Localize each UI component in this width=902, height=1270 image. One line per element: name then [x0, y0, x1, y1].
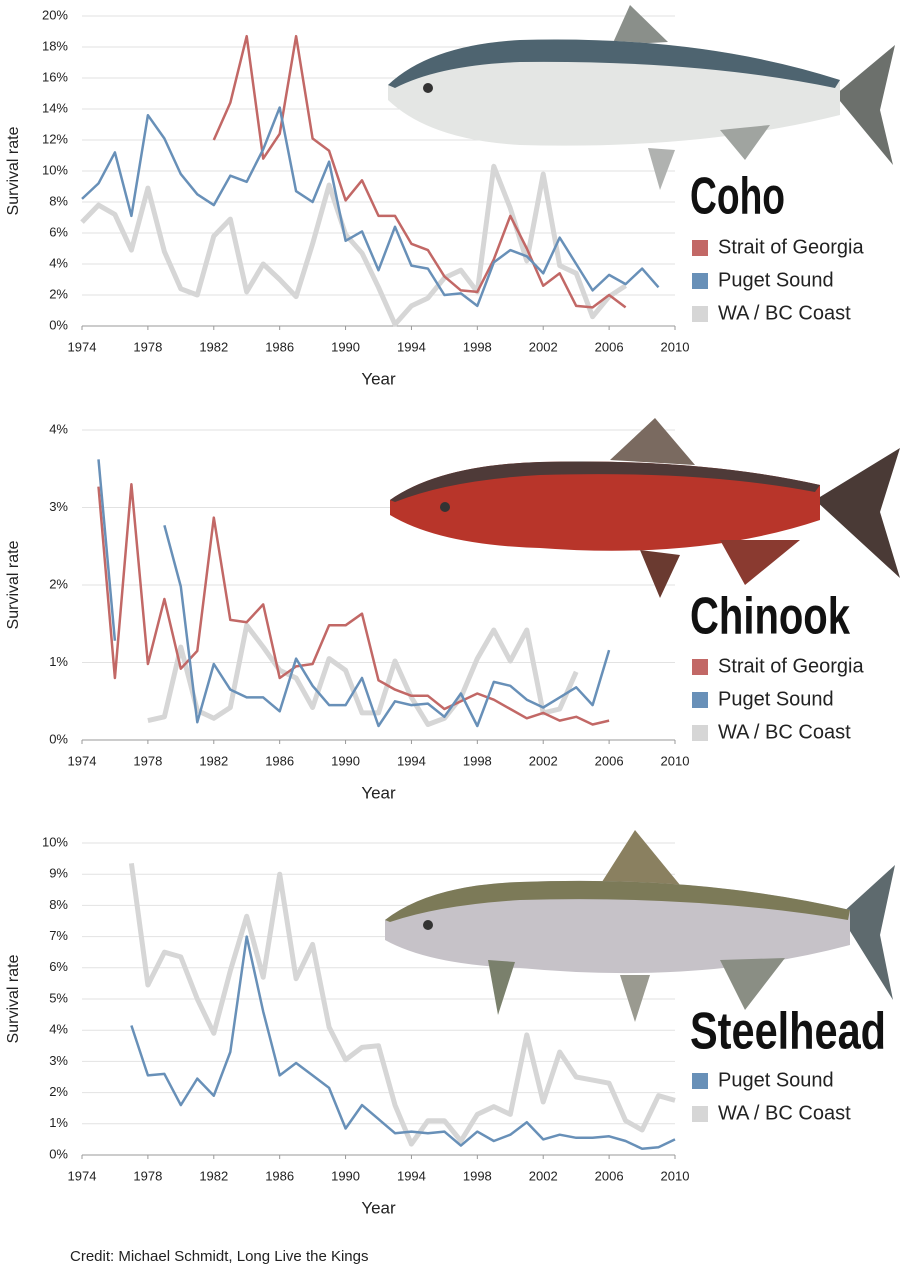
x-tick-label: 1990 — [331, 753, 360, 768]
x-tick-label: 1974 — [68, 1168, 97, 1183]
x-tick-label: 1986 — [265, 1168, 294, 1183]
x-tick-label: 2010 — [661, 339, 690, 354]
legend-swatch — [692, 240, 708, 256]
legend-swatch — [692, 1073, 708, 1089]
legend-swatch — [692, 1106, 708, 1122]
y-tick-label: 4% — [49, 421, 68, 436]
x-tick-label: 2010 — [661, 753, 690, 768]
x-tick-label: 1974 — [68, 753, 97, 768]
legend-label: WA / BC Coast — [718, 721, 851, 743]
y-tick-label: 2% — [49, 576, 68, 591]
series-line — [80, 163, 627, 327]
y-axis-label: Survival rate — [5, 126, 22, 215]
legend-label: WA / BC Coast — [718, 302, 851, 324]
y-tick-label: 12% — [42, 131, 68, 146]
y-tick-label: 3% — [49, 1053, 68, 1068]
y-tick-label: 1% — [49, 1115, 68, 1130]
steelhead-fish — [385, 830, 895, 1022]
legend-swatch — [692, 306, 708, 322]
x-tick-label: 1994 — [397, 1168, 426, 1183]
x-axis-label: Year — [361, 369, 396, 388]
x-tick-label: 1978 — [133, 1168, 162, 1183]
x-tick-label: 1998 — [463, 339, 492, 354]
x-tick-label: 2006 — [595, 339, 624, 354]
x-tick-label: 1974 — [68, 339, 97, 354]
x-axis-label: Year — [361, 783, 396, 802]
y-tick-label: 20% — [42, 7, 68, 22]
legend-swatch — [692, 273, 708, 289]
y-tick-label: 4% — [49, 1022, 68, 1037]
legend-label: Strait of Georgia — [718, 236, 865, 258]
x-tick-label: 1978 — [133, 339, 162, 354]
series-line — [97, 459, 611, 728]
series-line — [97, 483, 610, 726]
legend-label: Puget Sound — [718, 688, 834, 710]
y-tick-label: 8% — [49, 193, 68, 208]
legend-swatch — [692, 659, 708, 675]
y-tick-label: 2% — [49, 1084, 68, 1099]
x-tick-label: 1998 — [463, 753, 492, 768]
y-tick-label: 7% — [49, 928, 68, 943]
series-line — [128, 862, 676, 1147]
x-tick-label: 1998 — [463, 1168, 492, 1183]
y-tick-label: 0% — [49, 731, 68, 746]
data-layer: Coho Strait of Georgia Puget Sound WA / BC … — [80, 34, 886, 1151]
y-tick-label: 4% — [49, 255, 68, 270]
y-tick-label: 1% — [49, 654, 68, 669]
y-tick-label: 6% — [49, 959, 68, 974]
x-tick-label: 1986 — [265, 753, 294, 768]
legend-swatch — [692, 692, 708, 708]
x-tick-label: 1982 — [199, 339, 228, 354]
series-line — [81, 106, 660, 308]
x-tick-label: 2010 — [661, 1168, 690, 1183]
x-tick-label: 2006 — [595, 1168, 624, 1183]
x-tick-label: 1994 — [397, 339, 426, 354]
y-tick-label: 3% — [49, 499, 68, 514]
x-tick-label: 1982 — [199, 1168, 228, 1183]
legend-label: Strait of Georgia — [718, 655, 865, 677]
y-tick-label: 8% — [49, 897, 68, 912]
x-axis-label: Year — [361, 1198, 396, 1217]
legend-label: Puget Sound — [718, 269, 834, 291]
fish-illustrations — [385, 5, 900, 1022]
credit: Credit: Michael Schmidt, Long Live the K… — [70, 1248, 368, 1265]
series-line — [147, 622, 579, 727]
y-tick-label: 10% — [42, 834, 68, 849]
series-line — [130, 935, 676, 1151]
y-tick-label: 9% — [49, 866, 68, 881]
x-tick-label: 2002 — [529, 1168, 558, 1183]
y-tick-label: 10% — [42, 162, 68, 177]
x-tick-label: 1990 — [331, 1168, 360, 1183]
y-tick-label: 0% — [49, 1146, 68, 1161]
chart-title: Chinook — [690, 588, 850, 646]
y-tick-label: 18% — [42, 38, 68, 53]
x-tick-label: 1994 — [397, 753, 426, 768]
x-tick-label: 1982 — [199, 753, 228, 768]
x-tick-label: 2006 — [595, 753, 624, 768]
x-tick-label: 1986 — [265, 339, 294, 354]
y-tick-label: 2% — [49, 286, 68, 301]
legend-label: Puget Sound — [718, 1069, 834, 1091]
x-tick-label: 1990 — [331, 339, 360, 354]
chart-title: Steelhead — [690, 1003, 886, 1061]
y-axis-label: Survival rate — [5, 954, 22, 1043]
y-tick-label: 5% — [49, 990, 68, 1005]
legend-swatch — [692, 725, 708, 741]
chinook-fish — [390, 418, 900, 598]
y-tick-label: 6% — [49, 224, 68, 239]
y-tick-label: 16% — [42, 69, 68, 84]
x-tick-label: 2002 — [529, 339, 558, 354]
y-tick-label: 0% — [49, 317, 68, 332]
grid-layer: 0% 2% 4% 6% 8% 10% 12% 14% 16% 18% 20% 1974 1978 1982… — [5, 7, 689, 1217]
legend-label: WA / BC Coast — [718, 1102, 851, 1124]
chart-title: Coho — [690, 168, 785, 226]
y-axis-label: Survival rate — [5, 540, 22, 629]
x-tick-label: 1978 — [133, 753, 162, 768]
y-tick-label: 14% — [42, 100, 68, 115]
coho-fish — [388, 5, 895, 190]
x-tick-label: 2002 — [529, 753, 558, 768]
